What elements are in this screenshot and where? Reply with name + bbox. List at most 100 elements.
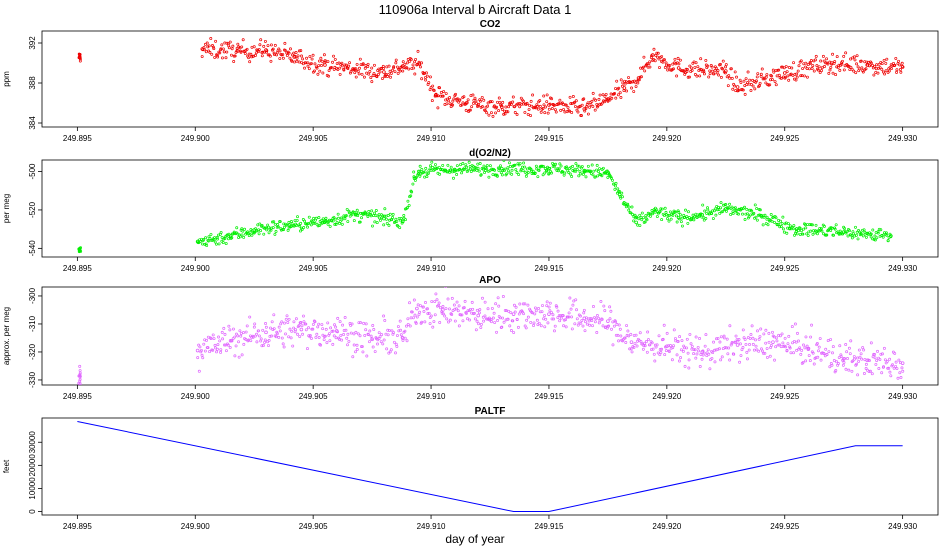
measurement <box>502 320 506 324</box>
measurement <box>526 303 530 307</box>
measurement <box>876 349 879 353</box>
measurement <box>651 210 655 214</box>
measurement <box>383 319 387 322</box>
measurement <box>406 206 410 209</box>
measurement <box>672 344 676 348</box>
measurement <box>360 216 364 220</box>
measurement <box>529 320 533 324</box>
measurement <box>501 316 505 320</box>
measurement <box>215 350 218 354</box>
measurement <box>873 65 877 69</box>
measurement <box>477 102 481 106</box>
measurement <box>401 338 405 342</box>
measurement <box>824 61 828 65</box>
measurement <box>680 339 684 342</box>
measurement <box>649 214 652 218</box>
measurement <box>236 42 240 46</box>
measurement <box>721 210 725 213</box>
measurement <box>656 51 660 55</box>
measurement <box>867 359 871 362</box>
measurement <box>254 227 258 231</box>
measurement <box>536 107 540 111</box>
measurement <box>743 92 747 96</box>
measurement <box>767 340 771 344</box>
x-tick-label: 249.910 <box>417 522 446 531</box>
measurement <box>655 208 659 212</box>
measurement <box>666 217 669 221</box>
measurement <box>586 101 590 105</box>
measurement <box>555 305 559 309</box>
measurement <box>466 317 469 321</box>
measurement <box>487 113 491 117</box>
measurement <box>373 220 377 224</box>
measurement <box>819 59 823 63</box>
measurement <box>799 74 803 78</box>
measurement <box>817 349 820 353</box>
measurement <box>405 66 409 69</box>
measurement <box>785 348 789 352</box>
measurement <box>413 313 417 317</box>
measurement <box>710 356 714 360</box>
measurement <box>539 110 543 114</box>
measurement <box>233 335 237 339</box>
measurement <box>204 50 208 54</box>
measurement <box>644 214 648 218</box>
measurement <box>250 233 254 237</box>
measurement <box>798 226 802 230</box>
measurement <box>714 213 718 217</box>
measurement <box>638 75 642 79</box>
measurement <box>554 110 558 114</box>
measurement <box>473 96 477 100</box>
measurement <box>534 309 538 313</box>
measurement <box>609 175 613 179</box>
measurement <box>806 63 810 67</box>
measurement <box>848 352 852 356</box>
measurement <box>775 223 779 227</box>
measurement <box>875 63 879 67</box>
measurement <box>255 332 258 336</box>
measurement <box>715 337 718 341</box>
data-point <box>629 340 634 344</box>
measurement <box>313 320 317 324</box>
measurement <box>679 356 682 360</box>
measurement <box>211 348 215 352</box>
measurement <box>286 321 290 324</box>
measurement <box>879 228 883 232</box>
measurement <box>388 350 392 354</box>
measurement <box>791 227 795 231</box>
measurement <box>230 47 234 51</box>
measurement <box>769 344 773 347</box>
measurement <box>778 334 782 338</box>
measurement <box>270 320 274 324</box>
measurement <box>303 219 307 223</box>
measurement <box>706 208 710 212</box>
measurement <box>596 174 600 178</box>
measurement <box>497 96 501 100</box>
measurement <box>485 317 489 321</box>
y-tick-label: 20000 <box>28 454 37 477</box>
measurement <box>316 72 320 76</box>
measurement <box>320 218 324 222</box>
measurement <box>511 100 515 104</box>
measurement <box>613 92 616 95</box>
measurement <box>448 318 452 322</box>
measurement <box>850 233 854 237</box>
measurement <box>712 72 716 76</box>
x-tick-label: 249.895 <box>63 522 92 531</box>
measurement <box>253 322 257 326</box>
measurement <box>317 59 321 63</box>
measurement <box>769 213 773 216</box>
measurement <box>438 321 442 324</box>
x-tick-label: 249.895 <box>63 392 92 401</box>
measurement <box>225 50 229 54</box>
measurement <box>818 337 822 340</box>
measurement <box>548 166 552 170</box>
measurement <box>386 333 390 337</box>
measurement <box>663 206 667 210</box>
measurement <box>395 345 399 348</box>
measurement <box>761 351 765 355</box>
measurement <box>365 354 369 358</box>
measurement <box>797 64 801 68</box>
measurement <box>699 212 703 216</box>
